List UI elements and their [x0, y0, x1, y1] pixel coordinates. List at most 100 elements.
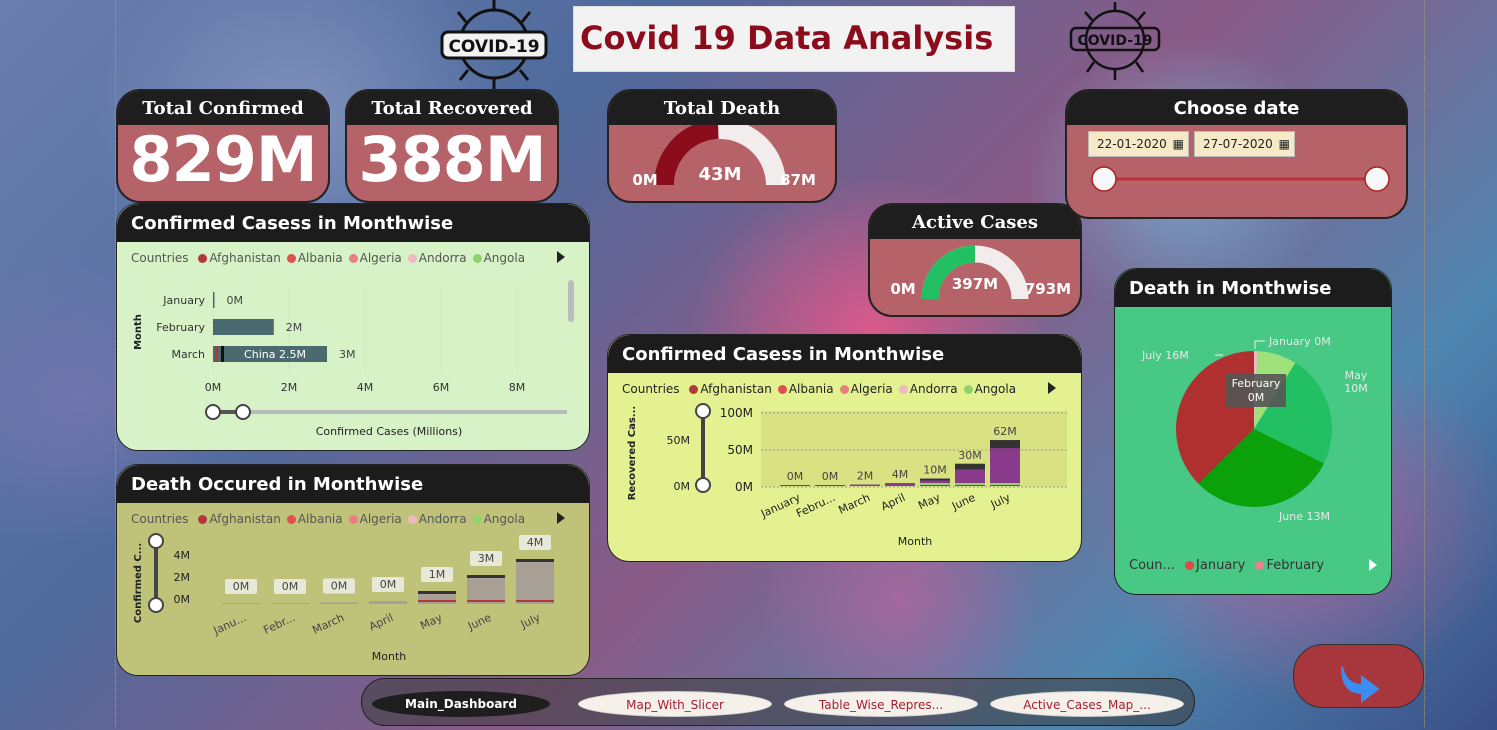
legend-item[interactable]: Algeria: [850, 382, 893, 396]
total-recovered-label: Total Recovered: [347, 91, 557, 125]
bar-segment[interactable]: [467, 600, 505, 602]
start-date-input[interactable]: 22-01-2020 ▦: [1088, 131, 1189, 157]
legend-item[interactable]: Angola: [483, 251, 526, 265]
slider-handle-start[interactable]: [1091, 166, 1117, 192]
end-date-value: 27-07-2020: [1203, 137, 1273, 151]
pie-label-may: May 10M: [1344, 369, 1368, 395]
x-tick-label: Febru...: [794, 491, 837, 520]
legend-item[interactable]: Angola: [974, 382, 1017, 396]
bar[interactable]: [213, 319, 274, 335]
legend-dot: [963, 385, 973, 394]
next-page-button[interactable]: [1293, 644, 1424, 708]
bar[interactable]: [885, 483, 915, 486]
bar[interactable]: [213, 346, 327, 362]
date-slicer-label: Choose date: [1067, 91, 1406, 125]
legend-item[interactable]: Albania: [788, 382, 834, 396]
legend-item[interactable]: Andorra: [909, 382, 958, 396]
bar-segment[interactable]: [955, 463, 985, 470]
death-gauge-value: 43M: [699, 164, 742, 185]
bar[interactable]: [516, 559, 554, 604]
tab-map-with-slicer[interactable]: Map_With_Slicer: [578, 691, 772, 717]
total-confirmed-label: Total Confirmed: [118, 91, 328, 125]
y-axis-label: Confirmed C...: [133, 543, 144, 623]
y-slider-bottom[interactable]: [695, 477, 711, 493]
legend-item[interactable]: Afghanistan: [700, 382, 772, 396]
calendar-icon[interactable]: ▦: [1278, 137, 1290, 151]
zoom-slider-end[interactable]: [235, 404, 251, 420]
legend-next-icon[interactable]: [557, 512, 565, 524]
x-tick-label: 4M: [357, 381, 374, 394]
bar-segment[interactable]: [467, 575, 505, 578]
recovered-col-title: Confirmed Casess in Monthwise: [608, 335, 1081, 373]
scrollbar[interactable]: [568, 280, 574, 322]
legend-item[interactable]: Algeria: [359, 512, 402, 526]
legend-item[interactable]: Afghanistan: [209, 512, 281, 526]
data-label: 4M: [892, 468, 909, 481]
legend-dot: [407, 254, 417, 263]
bar-segment[interactable]: [418, 600, 456, 602]
calendar-icon[interactable]: ▦: [1172, 137, 1184, 151]
tab-main-dashboard[interactable]: Main_Dashboard: [372, 691, 550, 717]
bar[interactable]: [850, 484, 880, 486]
bar[interactable]: [213, 292, 215, 308]
tab-table-wise[interactable]: Table_Wise_Repres...: [784, 691, 978, 717]
y-tick-label: 0M: [174, 593, 191, 606]
legend-item[interactable]: Angola: [483, 512, 526, 526]
x-tick-label: July: [518, 611, 543, 632]
confirmed-hbar-chart: 0M 2M 4M 6M 8M January 0M February 2M March China…: [133, 280, 574, 438]
bar-segment[interactable]: [920, 478, 950, 481]
death-gauge-min: 0M: [632, 171, 657, 189]
legend-item[interactable]: Albania: [297, 512, 343, 526]
data-label: 2M: [286, 321, 303, 334]
bar[interactable]: [369, 601, 407, 604]
active-cases-card: Active Cases 0M 397M 793M: [868, 203, 1082, 317]
pie-slice[interactable]: [1254, 362, 1333, 464]
pie-label-january: January 0M: [1268, 335, 1331, 348]
pie-legend-title: Coun...: [1129, 558, 1175, 573]
y-tick-label: March: [171, 348, 205, 361]
bar[interactable]: [780, 485, 810, 486]
tab-active-cases-map[interactable]: Active_Cases_Map_...: [990, 691, 1184, 717]
pie-slice[interactable]: [1198, 429, 1325, 508]
bar[interactable]: [320, 602, 358, 605]
slider-handle-end[interactable]: [1364, 166, 1390, 192]
bar-segment[interactable]: [516, 600, 554, 602]
bar-segment[interactable]: [215, 346, 218, 362]
data-label: 3M: [478, 552, 495, 565]
death-col-chart: Confirmed C... 4M 2M 0M 0M Janu... 0M Febr...…: [133, 533, 554, 663]
confirmed-bar-title: Confirmed Casess in Monthwise: [117, 204, 589, 242]
legend-next-icon[interactable]: [1048, 382, 1056, 394]
bar-segment[interactable]: [955, 483, 985, 485]
end-date-input[interactable]: 27-07-2020 ▦: [1194, 131, 1295, 157]
bar-segment[interactable]: [920, 483, 950, 485]
y-slider-top[interactable]: [695, 403, 711, 419]
recovered-col-panel: Confirmed Casess in Monthwise Countries …: [607, 334, 1082, 562]
bar-segment[interactable]: [418, 591, 456, 594]
y-slider-bottom[interactable]: [148, 597, 164, 613]
bar-segment[interactable]: [516, 559, 554, 562]
legend-next-icon[interactable]: [557, 251, 565, 263]
bar[interactable]: [467, 575, 505, 604]
zoom-slider-start[interactable]: [205, 404, 221, 420]
slider-tick: 50M: [667, 434, 691, 447]
x-tick-label: January: [758, 491, 803, 521]
legend-dot: [407, 515, 417, 524]
legend-title: Countries: [131, 251, 189, 265]
date-range-slider[interactable]: [1088, 164, 1393, 196]
legend-dot: [348, 515, 358, 524]
y-slider-top[interactable]: [148, 533, 164, 549]
legend-next-icon[interactable]: [1369, 559, 1377, 571]
legend-item[interactable]: Andorra: [418, 512, 467, 526]
bar-segment[interactable]: [990, 440, 1020, 449]
bar[interactable]: [815, 485, 845, 486]
legend-item[interactable]: Albania: [297, 251, 343, 265]
bar[interactable]: [920, 478, 950, 486]
bar-segment[interactable]: [221, 346, 224, 362]
legend-item[interactable]: Andorra: [418, 251, 467, 265]
legend-item[interactable]: Afghanistan: [209, 251, 281, 265]
bar-segment[interactable]: [990, 483, 1020, 485]
bar[interactable]: [271, 603, 309, 604]
legend-item[interactable]: Algeria: [359, 251, 402, 265]
bar[interactable]: [222, 603, 260, 604]
date-slicer-card: Choose date: [1065, 89, 1408, 219]
